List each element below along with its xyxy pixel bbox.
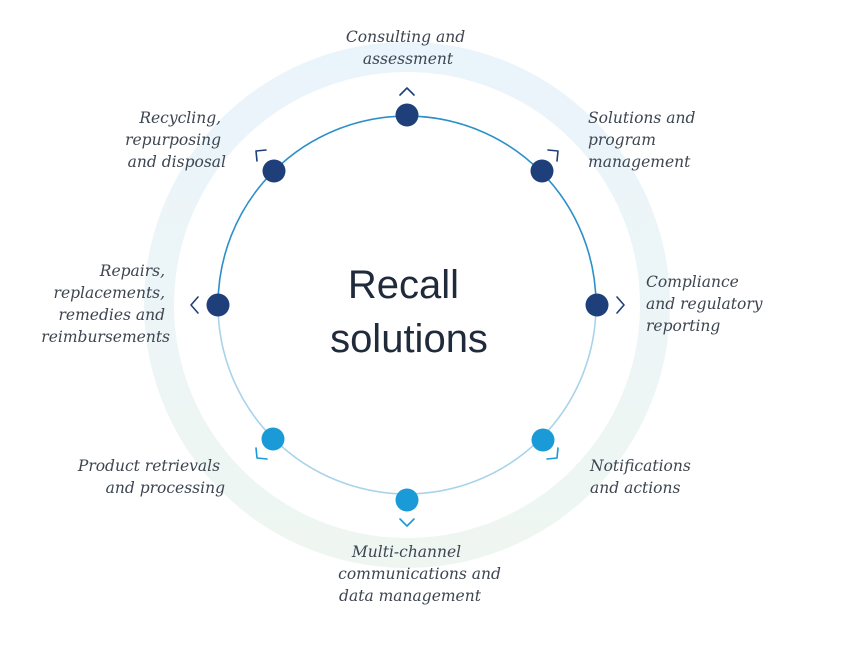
node-dot <box>531 428 555 452</box>
node-recycling: Recycling, repurposing and disposal <box>125 109 286 183</box>
node-label: Repairs, replacements, remedies and reim… <box>41 262 170 346</box>
node-label: Product retrievals and processing <box>77 457 225 497</box>
node-label-line: program <box>588 131 656 149</box>
node-label: Consulting and assessment <box>346 28 470 68</box>
node-notifications: Notifications and actions <box>531 428 696 497</box>
center-title-line-1: Recall <box>348 263 459 307</box>
node-dot <box>395 488 419 512</box>
node-label-line: management <box>588 153 691 171</box>
node-label-line: Notifications <box>589 457 691 475</box>
node-label-line: Multi-channel <box>351 543 461 561</box>
node-label: Recycling, repurposing and disposal <box>125 109 226 171</box>
node-dot <box>261 427 285 451</box>
node-label-line: reporting <box>646 317 720 335</box>
node-label-line: and regulatory <box>646 295 763 313</box>
node-label-line: Compliance <box>646 273 739 291</box>
node-label: Compliance and regulatory reporting <box>646 273 767 335</box>
node-label-line: replacements, <box>54 284 166 302</box>
node-label-line: Product retrievals <box>77 457 220 475</box>
corner-arrow-down-right-icon <box>546 447 559 460</box>
node-label-line: Repairs, <box>99 262 165 280</box>
node-label-line: and processing <box>106 479 225 497</box>
corner-arrow-up-left-icon <box>255 149 267 162</box>
node-label-line: Consulting and <box>346 28 465 46</box>
node-label-line: reimbursements <box>41 328 170 346</box>
node-dot <box>530 159 554 183</box>
node-label-line: Solutions and <box>588 109 695 127</box>
chevron-left-icon <box>190 296 199 314</box>
node-label: Solutions and program management <box>588 109 700 171</box>
node-dot <box>206 293 230 317</box>
center-title: Recall solutions <box>330 263 488 361</box>
corner-arrow-down-left-icon <box>255 447 268 460</box>
node-label-line: and actions <box>590 479 680 497</box>
corner-arrow-up-right-icon <box>547 149 559 162</box>
node-label-line: and disposal <box>128 153 226 171</box>
node-compliance: Compliance and regulatory reporting <box>585 273 767 335</box>
node-label-line: remedies and <box>59 306 166 324</box>
chevron-right-icon <box>616 296 625 314</box>
node-consulting: Consulting and assessment <box>346 28 470 127</box>
outer-halo-ring <box>144 42 670 568</box>
node-dot <box>585 293 609 317</box>
node-label: Multi-channel communications and data ma… <box>338 543 506 605</box>
node-label-line: communications and <box>338 565 501 583</box>
node-label-line: repurposing <box>125 131 221 149</box>
center-title-line-2: solutions <box>330 317 488 361</box>
chevron-down-icon <box>399 518 415 527</box>
node-label-line: Recycling, <box>138 109 221 127</box>
node-label: Notifications and actions <box>589 457 696 497</box>
node-repairs: Repairs, replacements, remedies and reim… <box>41 262 230 346</box>
node-label-line: assessment <box>363 50 454 68</box>
node-multichannel: Multi-channel communications and data ma… <box>338 488 506 605</box>
chevron-up-icon <box>399 87 415 96</box>
node-solutions-program: Solutions and program management <box>530 109 700 183</box>
node-product-retrievals: Product retrievals and processing <box>77 427 285 497</box>
node-dot <box>395 103 419 127</box>
node-dot <box>262 159 286 183</box>
node-label-line: data management <box>339 587 482 605</box>
